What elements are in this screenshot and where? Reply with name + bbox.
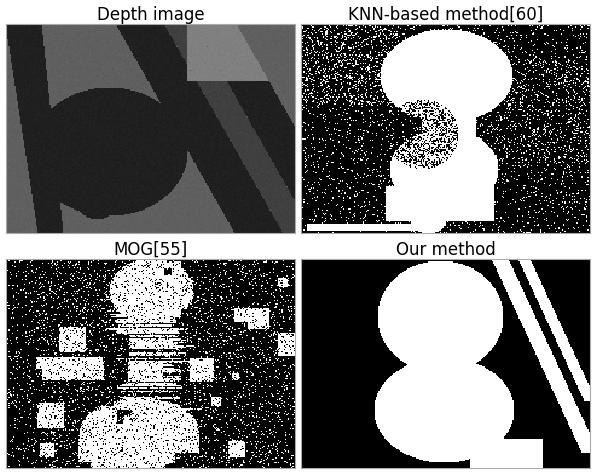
- Title: Our method: Our method: [396, 241, 495, 259]
- Title: KNN-based method[60]: KNN-based method[60]: [348, 6, 543, 24]
- Title: Depth image: Depth image: [97, 6, 204, 24]
- Title: MOG[55]: MOG[55]: [113, 241, 188, 259]
